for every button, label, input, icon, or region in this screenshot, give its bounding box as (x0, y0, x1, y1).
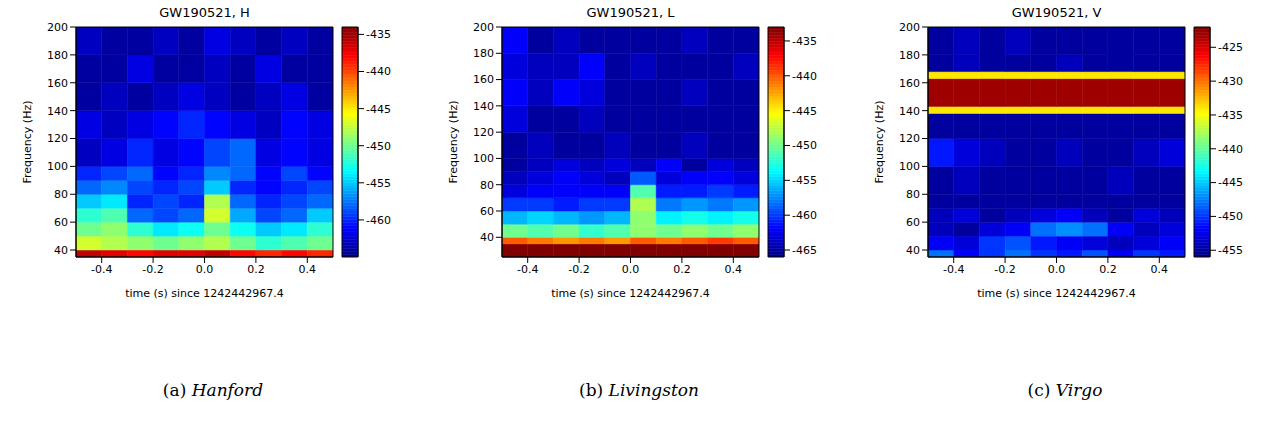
svg-text:-445: -445 (1218, 176, 1243, 189)
svg-text:-440: -440 (1218, 143, 1243, 156)
svg-text:0.2: 0.2 (247, 263, 265, 276)
html-text:(c) Virgo: (c) Virgo (1027, 380, 1103, 400)
svg-text:-465: -465 (792, 244, 817, 257)
svg-text:-425: -425 (1218, 41, 1243, 54)
svg-text:Frequency (Hz): Frequency (Hz) (21, 101, 34, 184)
svg-text:160: 160 (473, 73, 494, 86)
svg-text:0.2: 0.2 (1099, 263, 1117, 276)
svg-text:160: 160 (899, 77, 920, 90)
html-text:GW190521, H: GW190521, H (159, 5, 250, 20)
svg-text:Frequency (Hz): Frequency (Hz) (447, 101, 460, 184)
html-text:(a) Hanford: (a) Hanford (162, 380, 264, 400)
svg-text:-455: -455 (792, 174, 817, 187)
svg-text:180: 180 (899, 49, 920, 62)
svg-text:0.0: 0.0 (1048, 263, 1066, 276)
svg-text:0.4: 0.4 (1151, 263, 1169, 276)
svg-text:60: 60 (906, 216, 920, 229)
svg-text:0.0: 0.0 (196, 263, 214, 276)
html-text:GW190521, V: GW190521, V (1011, 5, 1102, 20)
svg-text:Frequency (Hz): Frequency (Hz) (873, 101, 886, 184)
svg-text:0.0: 0.0 (622, 263, 640, 276)
svg-text:100: 100 (899, 160, 920, 173)
svg-text:180: 180 (473, 47, 494, 60)
svg-text:-445: -445 (366, 103, 391, 116)
svg-text:200: 200 (473, 22, 494, 34)
svg-text:-435: -435 (366, 28, 391, 41)
svg-text:-0.4: -0.4 (91, 263, 112, 276)
svg-text:100: 100 (47, 160, 68, 173)
svg-text:0.4: 0.4 (299, 263, 317, 276)
svg-text:-445: -445 (792, 105, 817, 118)
svg-text:-0.4: -0.4 (943, 263, 964, 276)
svg-text:200: 200 (47, 22, 68, 34)
svg-text:-435: -435 (1218, 109, 1243, 122)
svg-text:-455: -455 (366, 177, 391, 190)
svg-text:200: 200 (899, 22, 920, 34)
svg-text:-0.2: -0.2 (142, 263, 163, 276)
svg-text:140: 140 (899, 105, 920, 118)
svg-text:100: 100 (473, 152, 494, 165)
svg-text:140: 140 (47, 105, 68, 118)
svg-text:140: 140 (473, 100, 494, 113)
svg-text:-450: -450 (1218, 210, 1243, 223)
html-text:GW190521, L: GW190521, L (586, 5, 675, 20)
svg-text:120: 120 (473, 126, 494, 139)
svg-text:time (s) since 1242442967.4: time (s) since 1242442967.4 (977, 287, 1136, 300)
svg-text:-0.2: -0.2 (994, 263, 1015, 276)
svg-text:80: 80 (54, 188, 68, 201)
svg-text:180: 180 (47, 49, 68, 62)
svg-text:60: 60 (54, 216, 68, 229)
svg-text:80: 80 (906, 188, 920, 201)
svg-text:time (s) since 1242442967.4: time (s) since 1242442967.4 (125, 287, 284, 300)
svg-text:-455: -455 (1218, 244, 1243, 257)
svg-text:40: 40 (54, 244, 68, 257)
svg-text:-0.2: -0.2 (568, 263, 589, 276)
svg-text:60: 60 (480, 205, 494, 218)
svg-text:-450: -450 (792, 139, 817, 152)
svg-text:120: 120 (47, 132, 68, 145)
svg-text:120: 120 (899, 132, 920, 145)
svg-text:80: 80 (480, 179, 494, 192)
svg-text:-435: -435 (792, 35, 817, 48)
html-text:(b) Livingston: (b) Livingston (579, 380, 699, 400)
svg-text:0.4: 0.4 (725, 263, 743, 276)
svg-text:40: 40 (480, 231, 494, 244)
svg-text:40: 40 (906, 244, 920, 257)
svg-text:-460: -460 (792, 209, 817, 222)
svg-text:-0.4: -0.4 (517, 263, 538, 276)
svg-text:-440: -440 (792, 70, 817, 83)
svg-text:-450: -450 (366, 140, 391, 153)
svg-text:-440: -440 (366, 65, 391, 78)
svg-text:160: 160 (47, 77, 68, 90)
svg-text:0.2: 0.2 (673, 263, 691, 276)
svg-text:-460: -460 (366, 214, 391, 227)
svg-text:time (s) since 1242442967.4: time (s) since 1242442967.4 (551, 287, 710, 300)
svg-text:-430: -430 (1218, 75, 1243, 88)
